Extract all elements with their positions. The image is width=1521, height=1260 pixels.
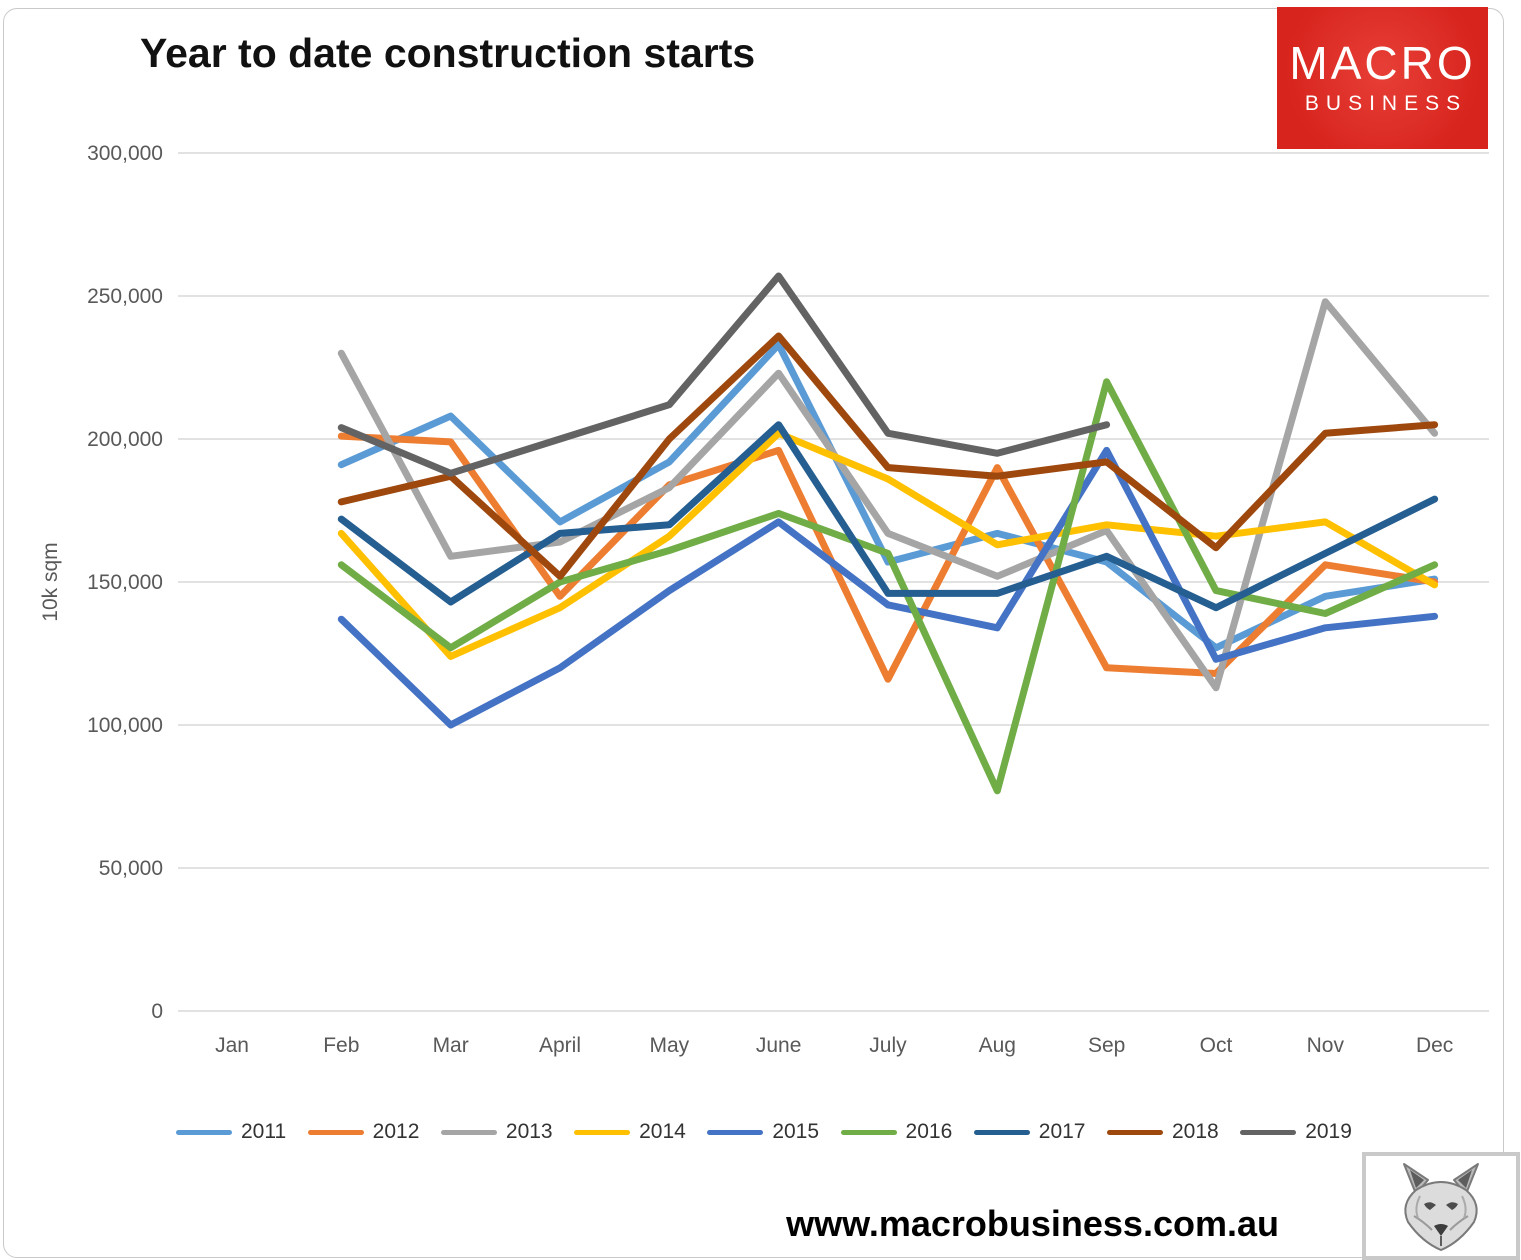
footer-url: www.macrobusiness.com.au — [786, 1203, 1279, 1244]
logo-text-macro: MACRO — [1289, 37, 1476, 89]
legend-swatch-2012 — [307, 1129, 364, 1135]
series-line-2019 — [337, 272, 1111, 477]
x-tick-label: May — [649, 1034, 689, 1057]
legend-item-2015: 2015 — [707, 1120, 819, 1144]
legend-label-2011: 2011 — [241, 1120, 287, 1143]
legend-item-2019: 2019 — [1240, 1120, 1352, 1144]
legend-label-2012: 2012 — [372, 1120, 420, 1143]
y-tick-label: 200,000 — [87, 428, 163, 451]
legend-item-2016: 2016 — [840, 1120, 953, 1144]
x-tick-label: Feb — [323, 1034, 359, 1057]
legend-item-2018: 2018 — [1106, 1120, 1219, 1144]
legend-label-2017: 2017 — [1038, 1120, 1086, 1143]
y-tick-label: 250,000 — [87, 285, 163, 308]
x-axis-labels: Jan Feb Mar April May June July Aug Sep Oct Nov Dec — [215, 1034, 1453, 1057]
fox-sketch-icon — [1403, 1163, 1479, 1251]
y-tick-label: 50,000 — [99, 857, 163, 880]
legend-swatch-2018 — [1106, 1129, 1163, 1135]
macrobusiness-logo: MACRO BUSINESS — [1277, 7, 1488, 149]
chart-legend: 2011 2012 2013 2014 2015 2016 2017 2018 2019 — [176, 1120, 1352, 1144]
x-tick-label: Oct — [1200, 1034, 1233, 1057]
x-tick-label: April — [539, 1034, 581, 1057]
series-line-2014 — [337, 429, 1439, 660]
series-line-2017 — [337, 421, 1439, 612]
series-line-2011 — [337, 341, 1439, 652]
legend-label-2015: 2015 — [772, 1120, 820, 1143]
legend-item-2017: 2017 — [973, 1120, 1086, 1144]
legend-item-2011: 2011 — [176, 1120, 286, 1144]
y-tick-label: 0 — [151, 1000, 163, 1023]
chart-title: Year to date construction starts — [140, 30, 756, 76]
x-tick-label: Sep — [1088, 1034, 1125, 1057]
y-axis-title: 10k sqm — [39, 542, 62, 621]
series-line-2016 — [337, 378, 1439, 795]
x-tick-label: July — [869, 1034, 907, 1057]
x-tick-label: Dec — [1416, 1034, 1453, 1057]
legend-swatch-2013 — [440, 1129, 497, 1135]
legend-label-2014: 2014 — [639, 1120, 686, 1143]
logo-text-business: BUSINESS — [1304, 92, 1468, 115]
legend-item-2013: 2013 — [440, 1120, 553, 1144]
y-tick-label: 100,000 — [87, 714, 163, 737]
gridlines — [178, 152, 1489, 1012]
legend-swatch-2017 — [973, 1129, 1030, 1135]
y-axis-tick-labels: 0 50,000 100,000 150,000 200,000 250,000 300,0… — [87, 142, 163, 1023]
page-border-frame — [3, 8, 1504, 1258]
series-line-2018 — [337, 332, 1439, 580]
legend-label-2019: 2019 — [1305, 1120, 1352, 1143]
legend-swatch-2015 — [707, 1129, 764, 1135]
legend-label-2016: 2016 — [905, 1120, 953, 1143]
legend-swatch-2014 — [574, 1129, 631, 1135]
legend-item-2014: 2014 — [574, 1120, 686, 1144]
y-tick-label: 150,000 — [87, 571, 163, 594]
fox-logo-box — [1362, 1152, 1520, 1260]
x-tick-label: Mar — [433, 1034, 469, 1057]
legend-swatch-2016 — [840, 1129, 897, 1135]
x-tick-label: Nov — [1307, 1034, 1345, 1057]
x-tick-label: Aug — [979, 1034, 1016, 1057]
x-tick-label: Jan — [215, 1034, 249, 1057]
legend-swatch-2019 — [1240, 1129, 1297, 1135]
legend-label-2013: 2013 — [505, 1120, 553, 1143]
y-tick-label: 300,000 — [87, 142, 163, 165]
x-tick-label: June — [756, 1034, 802, 1057]
legend-label-2018: 2018 — [1171, 1120, 1219, 1143]
legend-item-2012: 2012 — [307, 1120, 420, 1144]
legend-swatch-2011 — [176, 1129, 232, 1135]
series-line-2015 — [337, 446, 1439, 729]
